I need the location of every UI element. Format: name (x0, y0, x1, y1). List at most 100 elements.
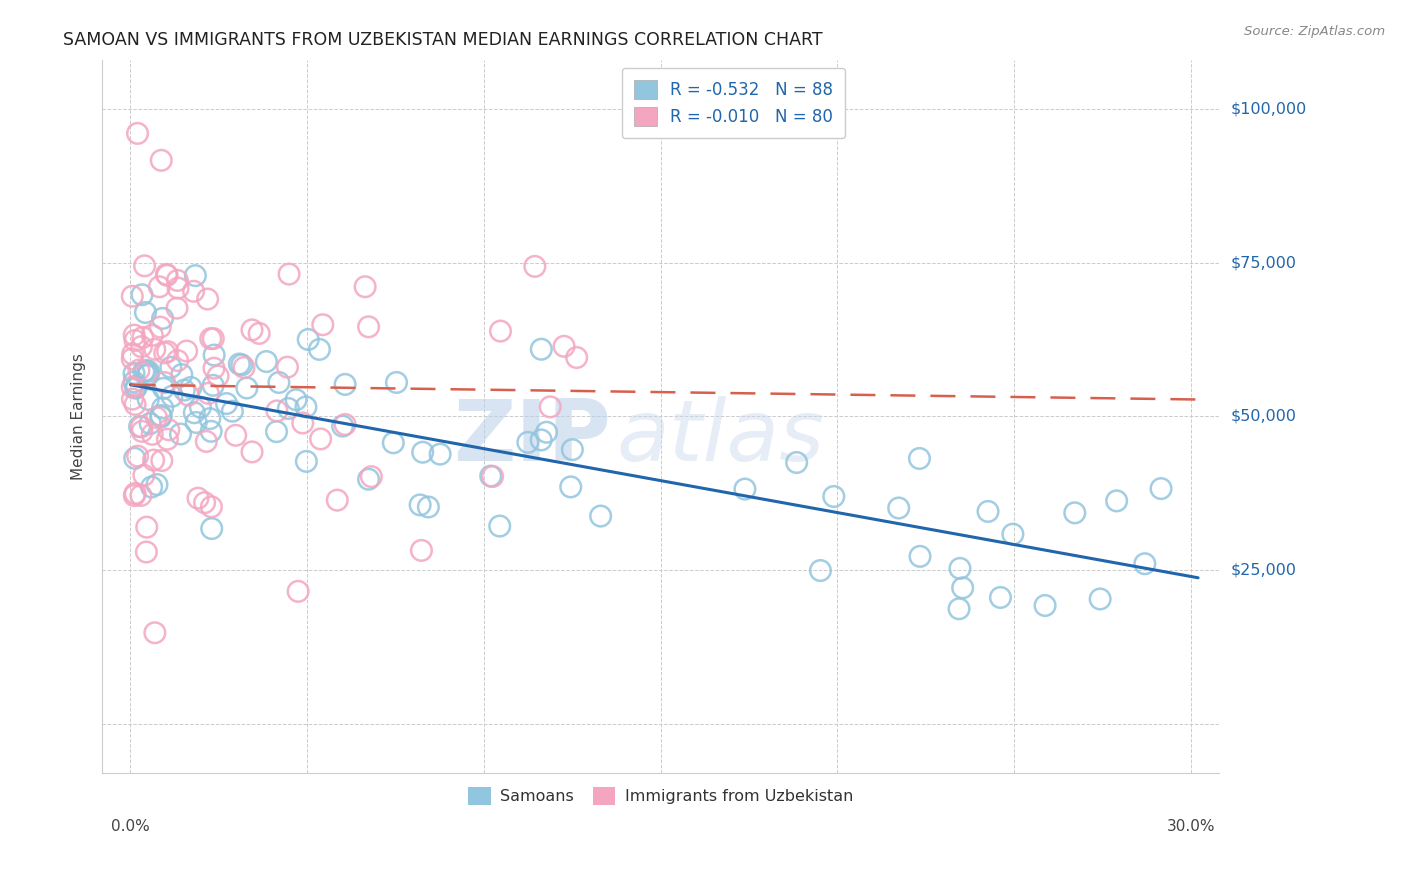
Point (135, 545, 157, 559)
Point (734, 482, 756, 496)
Point (183, 285, 205, 299)
Point (385, 376, 408, 390)
Point (215, 396, 238, 410)
Point (332, 419, 354, 434)
Point (382, 435, 405, 450)
Point (202, 348, 225, 362)
Point (129, 488, 152, 502)
Point (142, 453, 165, 467)
Point (167, 281, 190, 295)
Point (1133, 557, 1156, 571)
Point (122, 328, 145, 343)
Point (200, 425, 222, 439)
Point (810, 564, 832, 578)
Point (148, 280, 170, 294)
Point (134, 363, 156, 377)
Point (990, 591, 1012, 605)
Text: atlas: atlas (616, 396, 824, 479)
Point (201, 522, 224, 536)
Point (561, 442, 583, 457)
Point (128, 419, 150, 434)
Text: $75,000: $75,000 (1230, 255, 1296, 270)
Text: Source: ZipAtlas.com: Source: ZipAtlas.com (1244, 25, 1385, 38)
Point (153, 376, 176, 390)
Point (187, 491, 209, 505)
Point (176, 344, 198, 359)
Point (538, 400, 561, 414)
Point (156, 432, 179, 446)
Point (150, 453, 173, 467)
Point (240, 445, 263, 459)
Point (127, 127, 149, 141)
Point (195, 434, 218, 449)
Point (553, 339, 575, 353)
Legend: Samoans, Immigrants from Uzbekistan: Samoans, Immigrants from Uzbekistan (461, 780, 859, 812)
Point (152, 401, 174, 415)
Point (124, 334, 146, 348)
Point (150, 153, 173, 168)
Point (333, 417, 356, 432)
Text: $50,000: $50,000 (1230, 409, 1296, 424)
Point (156, 268, 179, 283)
Point (418, 500, 440, 514)
Point (124, 489, 146, 503)
Point (277, 401, 299, 416)
Point (194, 495, 217, 509)
Point (225, 428, 247, 442)
Point (128, 363, 150, 377)
Point (139, 417, 162, 431)
Point (908, 451, 931, 466)
Point (1105, 494, 1128, 508)
Point (357, 472, 380, 486)
Point (887, 501, 910, 516)
Point (125, 379, 148, 393)
Point (146, 477, 169, 491)
Point (948, 601, 970, 615)
Point (523, 260, 546, 274)
Point (197, 386, 219, 401)
Point (122, 375, 145, 389)
Point (190, 400, 212, 414)
Point (180, 380, 202, 394)
Point (132, 468, 155, 483)
Point (312, 318, 335, 332)
Point (560, 480, 582, 494)
Point (170, 368, 193, 382)
Point (231, 358, 253, 372)
Point (143, 343, 166, 357)
Point (1150, 482, 1173, 496)
Point (479, 469, 502, 483)
Point (589, 509, 612, 524)
Point (516, 435, 538, 450)
Point (143, 625, 166, 640)
Point (295, 400, 318, 414)
Point (141, 328, 163, 343)
Point (132, 330, 155, 344)
Point (488, 519, 510, 533)
Point (276, 360, 298, 375)
Point (949, 561, 972, 575)
Point (131, 287, 153, 301)
Point (200, 500, 222, 514)
Point (121, 347, 143, 361)
Point (278, 267, 301, 281)
Point (134, 259, 156, 273)
Point (177, 388, 200, 402)
Point (141, 427, 163, 442)
Point (1088, 592, 1111, 607)
Point (136, 368, 159, 383)
Point (159, 360, 181, 375)
Y-axis label: Median Earnings: Median Earnings (72, 353, 86, 480)
Point (309, 432, 332, 446)
Point (977, 504, 1000, 518)
Point (166, 301, 188, 315)
Point (326, 493, 349, 508)
Point (135, 520, 157, 534)
Point (153, 346, 176, 360)
Point (131, 419, 153, 434)
Text: $25,000: $25,000 (1230, 563, 1296, 577)
Point (157, 423, 180, 437)
Point (266, 404, 288, 418)
Point (952, 581, 974, 595)
Point (124, 486, 146, 500)
